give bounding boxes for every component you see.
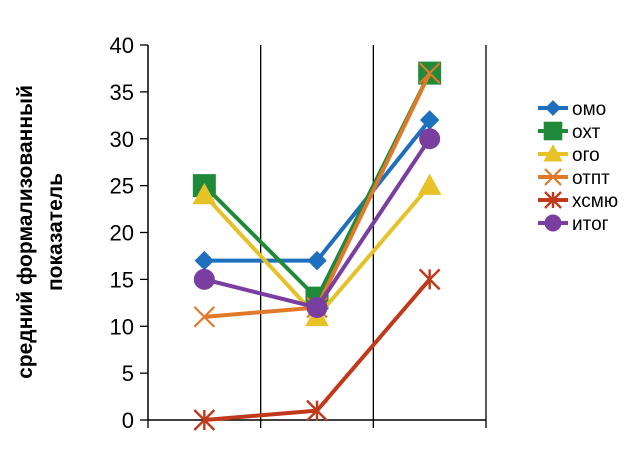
y-tick-label: 25 bbox=[110, 174, 134, 199]
data-point bbox=[193, 306, 216, 328]
legend-label: отпт bbox=[572, 168, 610, 189]
data-point bbox=[307, 250, 327, 271]
y-axis-title-line-1: средний формализованный bbox=[14, 85, 37, 379]
legend-marker bbox=[545, 100, 561, 116]
grid bbox=[260, 45, 487, 420]
series-итог bbox=[193, 128, 441, 318]
y-tick-label: 10 bbox=[110, 314, 134, 339]
data-point bbox=[306, 399, 328, 422]
y-tick-label: 20 bbox=[110, 221, 134, 246]
data-point bbox=[417, 173, 442, 195]
legend-item: итог bbox=[538, 214, 609, 235]
data-point bbox=[193, 409, 216, 431]
legend-item: отпт bbox=[538, 168, 610, 189]
legend-label: охт bbox=[572, 122, 601, 143]
data-point bbox=[193, 268, 215, 290]
series bbox=[192, 61, 442, 431]
axes: 0 5 10 15 20 25 30 35 40 bbox=[110, 33, 487, 433]
series-line bbox=[204, 72, 432, 319]
series-омо bbox=[194, 110, 440, 271]
data-point bbox=[192, 182, 217, 205]
y-axis-title-line-2: показатель bbox=[44, 173, 67, 291]
legend-marker bbox=[543, 144, 563, 162]
data-point bbox=[306, 297, 328, 318]
data-point bbox=[418, 268, 441, 291]
y-tick-label: 0 bbox=[122, 408, 134, 433]
y-tick-label: 15 bbox=[110, 267, 134, 292]
legend-label: ого bbox=[572, 145, 600, 166]
legend-marker bbox=[544, 168, 562, 186]
legend-label: омо bbox=[572, 99, 606, 120]
data-point bbox=[419, 128, 441, 150]
legend-item: омо bbox=[538, 99, 606, 120]
legend-marker bbox=[543, 121, 563, 141]
legend-marker bbox=[544, 214, 562, 232]
y-tick-label: 35 bbox=[110, 80, 134, 105]
legend-label: хсмю bbox=[572, 191, 618, 212]
data-point bbox=[194, 250, 215, 271]
series-охт bbox=[192, 61, 442, 310]
legend-item: ого bbox=[538, 144, 600, 166]
y-axis-title: средний формализованный показатель bbox=[14, 85, 67, 379]
y-tick-label: 30 bbox=[110, 127, 134, 152]
data-point bbox=[418, 62, 441, 84]
series-хсмю bbox=[193, 268, 441, 431]
legend-item: хсмю bbox=[538, 191, 618, 212]
y-tick-label: 40 bbox=[110, 33, 134, 58]
legend-marker bbox=[544, 191, 562, 209]
y-tick-label: 5 bbox=[122, 361, 134, 386]
legend-label: итог bbox=[572, 214, 609, 235]
legend-item: охт bbox=[538, 121, 601, 143]
